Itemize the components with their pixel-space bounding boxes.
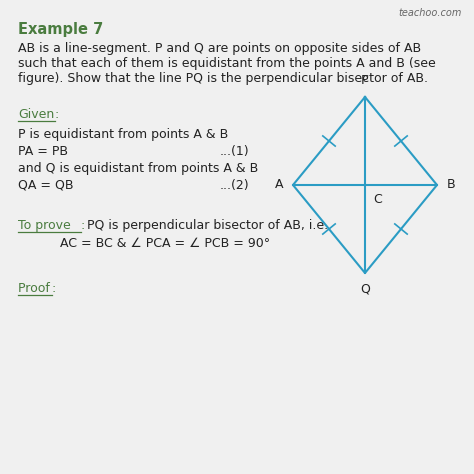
Text: QA = QB: QA = QB xyxy=(18,179,73,192)
Text: AB is a line-segment. P and Q are points on opposite sides of AB: AB is a line-segment. P and Q are points… xyxy=(18,42,421,55)
Text: P is equidistant from points A & B: P is equidistant from points A & B xyxy=(18,128,228,141)
Text: A: A xyxy=(274,179,283,191)
Text: PA = PB: PA = PB xyxy=(18,145,68,158)
Text: Q: Q xyxy=(360,283,370,296)
Text: teachoo.com: teachoo.com xyxy=(399,8,462,18)
Text: Example 7: Example 7 xyxy=(18,22,103,37)
Text: B: B xyxy=(447,179,456,191)
Text: C: C xyxy=(373,193,382,206)
Text: To prove: To prove xyxy=(18,219,71,232)
Text: ...(2): ...(2) xyxy=(220,179,250,192)
Text: :: : xyxy=(81,219,85,232)
Text: figure). Show that the line PQ is the perpendicular bisector of AB.: figure). Show that the line PQ is the pe… xyxy=(18,72,428,85)
Text: :: : xyxy=(52,282,56,295)
Text: such that each of them is equidistant from the points A and B (see: such that each of them is equidistant fr… xyxy=(18,57,436,70)
Text: and Q is equidistant from points A & B: and Q is equidistant from points A & B xyxy=(18,162,258,175)
Text: AC = BC & ∠ PCA = ∠ PCB = 90°: AC = BC & ∠ PCA = ∠ PCB = 90° xyxy=(60,237,270,250)
Text: ...(1): ...(1) xyxy=(220,145,250,158)
Text: PQ is perpendicular bisector of AB, i.e.: PQ is perpendicular bisector of AB, i.e. xyxy=(83,219,328,232)
Text: Given: Given xyxy=(18,108,54,121)
Text: Proof: Proof xyxy=(18,282,54,295)
Text: :: : xyxy=(55,108,59,121)
Text: P: P xyxy=(361,74,369,87)
